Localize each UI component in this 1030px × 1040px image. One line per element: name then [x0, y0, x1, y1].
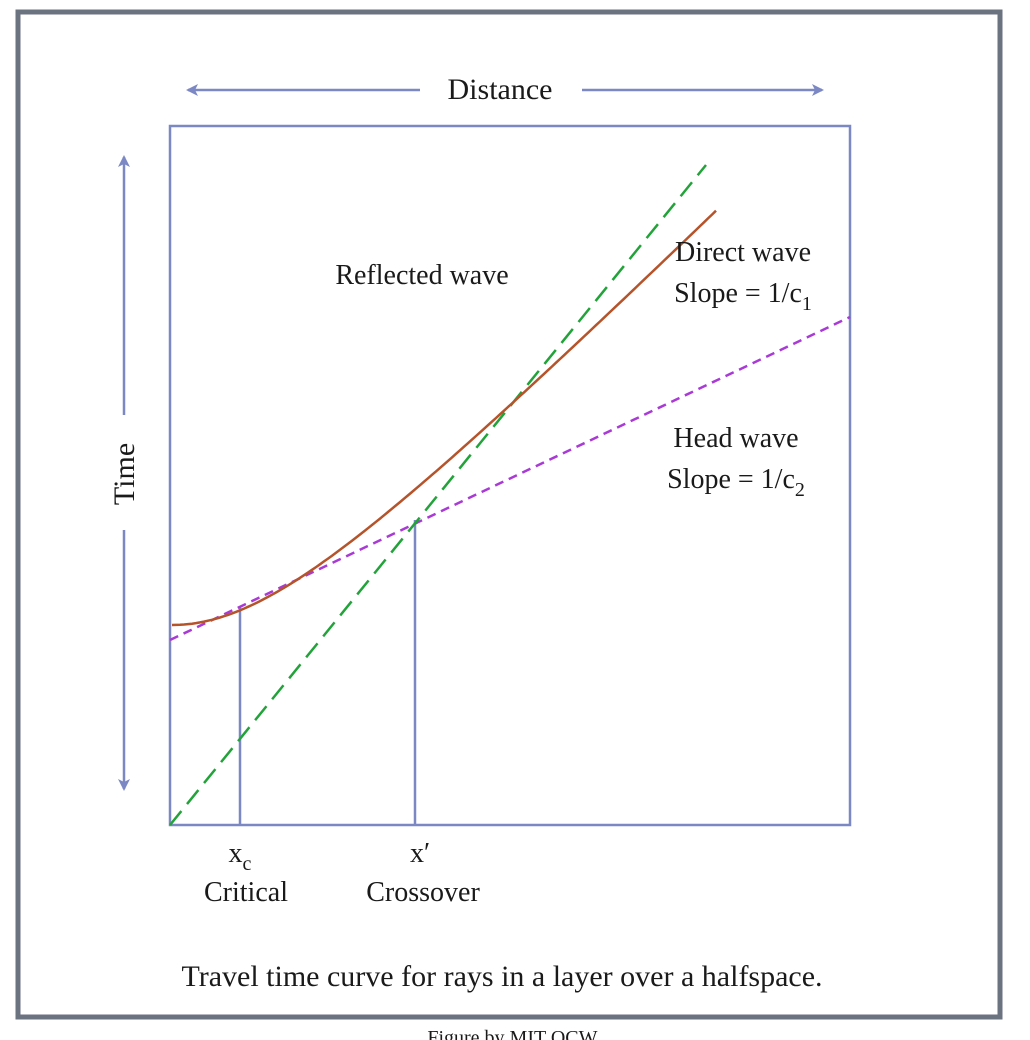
head-wave-label: Head wave	[673, 423, 798, 454]
crossover-label: Crossover	[366, 877, 480, 908]
distance-axis-label: Distance	[448, 73, 553, 106]
time-axis-label: Time	[108, 443, 141, 505]
direct-wave-label: Direct wave	[675, 237, 811, 268]
direct-slope-subscript: 1	[802, 293, 812, 315]
crossover-symbol: x′	[410, 838, 430, 869]
critical-symbol-subscript: c	[243, 853, 252, 875]
figure-frame	[18, 12, 1000, 1017]
reflected-wave-label: Reflected wave	[335, 260, 508, 291]
head-slope-subscript: 2	[795, 479, 805, 501]
figure-credit: Figure by MIT OCW.	[427, 1027, 600, 1040]
critical-symbol-x: x	[229, 838, 243, 869]
critical-label: Critical	[204, 877, 288, 908]
direct-slope-text: Slope = 1/c	[674, 278, 802, 309]
head-slope-text: Slope = 1/c	[667, 464, 795, 495]
figure-caption: Travel time curve for rays in a layer ov…	[181, 960, 822, 993]
